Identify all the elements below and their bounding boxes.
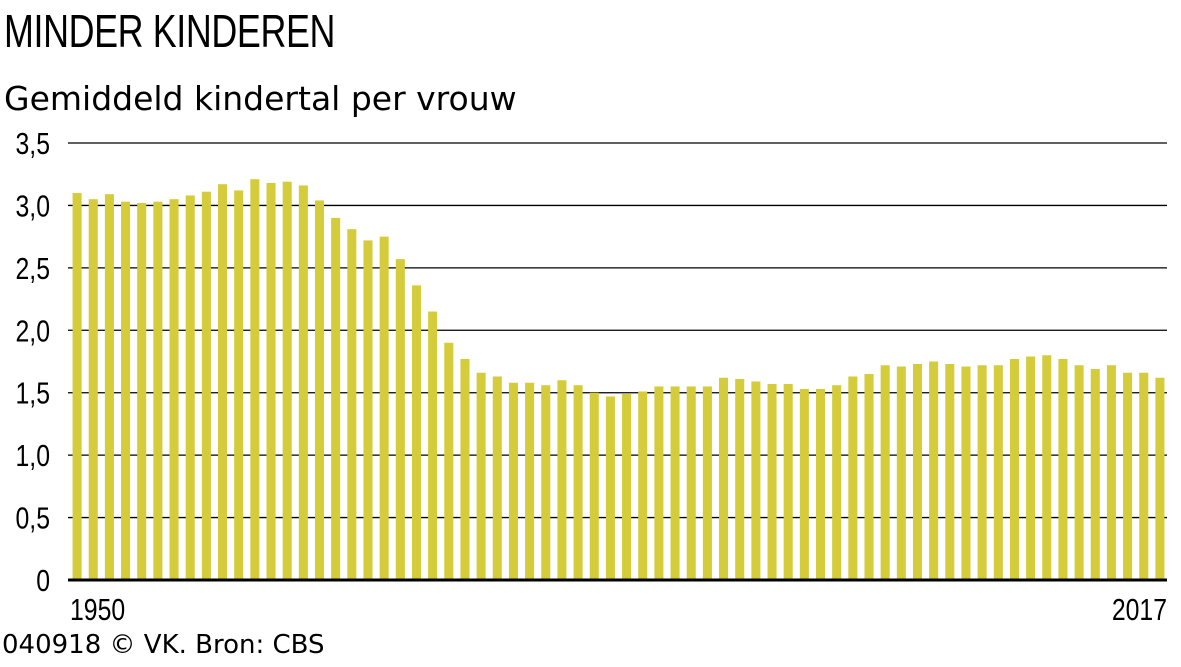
chart-subtitle: Gemiddeld kindertal per vrouw — [4, 79, 517, 118]
bar — [1026, 356, 1036, 580]
bar — [977, 365, 987, 580]
bar — [1123, 372, 1133, 580]
bar — [250, 179, 260, 580]
bar — [282, 181, 292, 580]
chart-title: MINDER KINDEREN — [4, 5, 336, 57]
bars — [72, 179, 1165, 580]
bar — [783, 383, 793, 580]
bar — [1058, 359, 1068, 580]
x-tick-label: 2017 — [1112, 592, 1167, 626]
bar — [218, 184, 228, 580]
bar — [428, 311, 438, 580]
bar — [347, 229, 357, 580]
bar — [654, 386, 664, 580]
bar — [508, 382, 518, 580]
source-credit: 040918 © VK. Bron: CBS — [2, 630, 325, 660]
bar — [411, 285, 421, 580]
bar — [298, 185, 308, 580]
bar — [185, 195, 195, 580]
bar — [945, 364, 955, 580]
bar — [993, 365, 1003, 580]
bar — [234, 190, 244, 580]
bar — [670, 386, 680, 580]
y-tick-label: 1,5 — [16, 376, 50, 410]
bar — [363, 240, 373, 580]
bar — [1106, 365, 1116, 580]
bar — [686, 386, 696, 580]
bar — [751, 381, 761, 580]
bar — [719, 377, 729, 580]
bar — [169, 199, 179, 580]
bar — [476, 372, 486, 580]
bar — [557, 380, 567, 580]
bar — [832, 385, 842, 580]
bar — [799, 388, 809, 580]
bar — [880, 365, 890, 580]
bar — [201, 191, 211, 580]
bar — [379, 236, 389, 580]
bar — [444, 342, 454, 580]
y-tick-label: 3,5 — [16, 126, 50, 160]
bar — [153, 201, 163, 580]
bar — [816, 388, 826, 580]
bar — [961, 366, 971, 580]
bar — [864, 373, 874, 580]
bar — [1042, 355, 1052, 580]
bar — [912, 364, 923, 580]
bar — [1090, 368, 1100, 580]
bar — [896, 366, 906, 580]
bar — [72, 192, 82, 580]
bar — [622, 393, 632, 580]
bar — [589, 392, 599, 580]
y-tick-label: 3,0 — [16, 189, 50, 223]
bar — [395, 259, 405, 580]
bar — [492, 376, 502, 580]
x-axis-ticks: 1950 2017 — [70, 592, 1167, 626]
bar — [848, 376, 858, 580]
bar — [702, 386, 712, 580]
y-tick-label: 0,5 — [16, 501, 50, 535]
bar — [638, 391, 648, 580]
bar — [605, 396, 615, 580]
bar — [104, 194, 114, 580]
bar — [137, 202, 147, 580]
bar — [929, 361, 939, 580]
bar — [1139, 372, 1149, 580]
bar — [314, 200, 325, 580]
bar — [1009, 359, 1019, 580]
y-tick-label: 2,5 — [16, 251, 50, 285]
y-axis-ticks: 0 0,5 1,0 1,5 2,0 2,5 3,0 3,5 — [16, 126, 50, 597]
y-tick-label: 0 — [36, 563, 50, 597]
y-tick-label: 2,0 — [16, 314, 50, 348]
bar — [331, 217, 341, 580]
bar — [121, 201, 131, 580]
bar — [541, 385, 551, 580]
bar — [525, 382, 535, 580]
y-tick-label: 1,0 — [16, 439, 50, 473]
bar — [266, 182, 276, 580]
bar — [460, 359, 470, 580]
bar — [88, 199, 98, 580]
bar — [1074, 365, 1084, 580]
bar — [1155, 377, 1165, 580]
bar — [573, 385, 583, 580]
x-tick-label: 1950 — [70, 592, 125, 626]
bar — [735, 378, 745, 580]
bar — [767, 383, 777, 580]
